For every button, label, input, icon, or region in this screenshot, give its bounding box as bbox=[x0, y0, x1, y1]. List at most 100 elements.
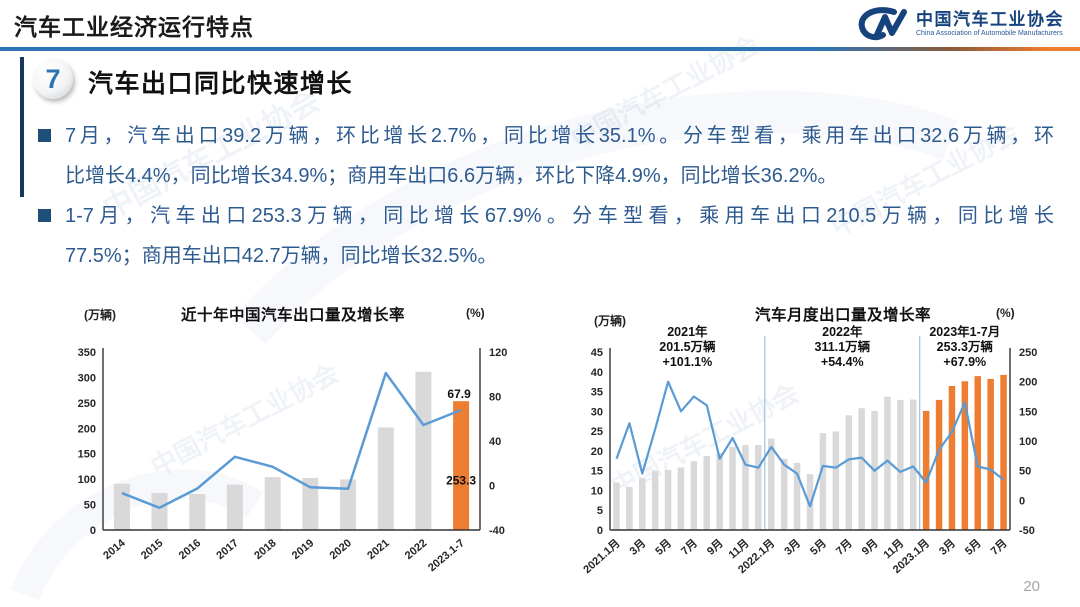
page-number: 20 bbox=[1023, 578, 1040, 595]
x-axis-label: 2014 bbox=[101, 537, 128, 562]
bar bbox=[340, 479, 357, 530]
x-axis-label: 5月 bbox=[962, 537, 983, 558]
left-axis-tick: 200 bbox=[78, 423, 96, 435]
bar bbox=[819, 433, 827, 530]
bar bbox=[845, 415, 852, 530]
x-axis-label: 3月 bbox=[627, 537, 648, 558]
bar bbox=[742, 445, 749, 530]
bar bbox=[651, 471, 659, 530]
bullet-line: 比增长4.4%，同比增长34.9%；商用车出口6.6万辆，环比下降4.9%，同比… bbox=[65, 165, 838, 187]
caam-logo-mark-icon bbox=[858, 7, 907, 41]
left-axis-tick: 25 bbox=[591, 426, 603, 438]
year-annotation: 2023年1-7月 bbox=[929, 324, 1000, 339]
left-axis-tick: 0 bbox=[90, 525, 96, 537]
year-annotation: +67.9% bbox=[943, 355, 986, 369]
left-axis-tick: 0 bbox=[597, 525, 603, 537]
bar bbox=[453, 401, 470, 530]
right-axis-unit: (%) bbox=[996, 306, 1015, 320]
bar bbox=[961, 381, 969, 530]
year-annotation: 2022年 bbox=[822, 324, 863, 339]
bar bbox=[806, 474, 814, 530]
bullet-line: 77.5%；商用车出口42.7万辆，同比增长32.5%。 bbox=[65, 245, 498, 267]
x-axis-label: 2017 bbox=[214, 537, 240, 562]
right-axis-tick: 0 bbox=[489, 481, 495, 493]
axes bbox=[609, 348, 1011, 531]
x-axis-label: 2019 bbox=[290, 537, 316, 562]
bar bbox=[729, 446, 736, 530]
left-axis-tick: 250 bbox=[78, 398, 96, 410]
growth-rate-line bbox=[121, 371, 462, 510]
bar bbox=[226, 484, 243, 530]
left-axis-unit: (万辆) bbox=[84, 308, 116, 322]
x-axis-label: 7月 bbox=[833, 537, 854, 558]
data-label: 253.3 bbox=[446, 474, 476, 488]
caam-logo: 中国汽车工业协会 China Association of Automobile… bbox=[854, 5, 1064, 43]
bar bbox=[415, 371, 432, 530]
bullet-square-icon bbox=[38, 129, 51, 142]
bar bbox=[858, 408, 865, 530]
monthly-export-chart: 0 5 10 15 20 25 30 35 40 45 -50 0 50 100 150 200 250 2021… bbox=[558, 300, 1073, 605]
left-axis-tick: 10 bbox=[591, 485, 603, 497]
bar bbox=[768, 438, 775, 530]
bar bbox=[780, 458, 788, 530]
bar bbox=[974, 376, 981, 530]
bar bbox=[832, 431, 840, 530]
bullet-square-icon bbox=[38, 209, 51, 222]
bar bbox=[189, 494, 206, 530]
bar bbox=[793, 462, 801, 530]
x-axis-label: 7月 bbox=[678, 537, 699, 558]
bar bbox=[626, 486, 633, 530]
left-accent-bar bbox=[20, 57, 24, 197]
chart-title: 汽车月度出口量及增长率 bbox=[754, 307, 931, 324]
bar bbox=[987, 378, 994, 530]
bar bbox=[897, 399, 904, 530]
right-axis-tick: 200 bbox=[1019, 377, 1037, 389]
left-axis-tick: 300 bbox=[78, 372, 96, 384]
left-axis-tick: 150 bbox=[78, 449, 96, 461]
year-annotation: +101.1% bbox=[663, 355, 713, 369]
year-annotation: 311.1万辆 bbox=[815, 339, 871, 354]
right-axis-tick: 80 bbox=[489, 392, 501, 404]
left-axis-tick: 35 bbox=[591, 387, 603, 399]
growth-rate-line bbox=[615, 380, 1005, 508]
section-heading: 汽车出口同比快速增长 bbox=[88, 70, 354, 98]
x-axis-label: 2016 bbox=[177, 537, 203, 562]
logo-name-cn: 中国汽车工业协会 bbox=[916, 10, 1064, 30]
bullet-line: 7月，汽车出口39.2万辆，环比增长2.7%，同比增长35.1%。分车型看，乘用… bbox=[65, 125, 1054, 147]
bar bbox=[113, 483, 130, 530]
right-axis-tick: 150 bbox=[1019, 406, 1037, 418]
right-axis-tick: -40 bbox=[489, 525, 505, 537]
bar bbox=[677, 467, 685, 530]
bullet-paragraph: 7月，汽车出口39.2万辆，环比增长2.7%，同比增长35.1%。分车型看，乘用… bbox=[38, 116, 1054, 196]
left-axis-tick: 5 bbox=[597, 505, 603, 517]
header-divider bbox=[0, 47, 1080, 51]
left-axis-tick: 350 bbox=[78, 347, 96, 359]
right-axis-tick: 0 bbox=[1019, 495, 1025, 507]
bar bbox=[639, 478, 646, 530]
bar bbox=[264, 477, 281, 530]
data-label: 67.9 bbox=[447, 387, 471, 401]
x-axis-label: 2022 bbox=[403, 537, 429, 562]
bullet-paragraph: 1-7月，汽车出口253.3万辆，同比增长67.9%。分车型看，乘用车出口210… bbox=[38, 196, 1054, 276]
bar bbox=[302, 477, 319, 530]
bar bbox=[755, 445, 762, 530]
monthly-export-chart-plot: 0 5 10 15 20 25 30 35 40 45 -50 0 50 100 150 200 250 2021… bbox=[581, 324, 1038, 576]
annual-export-chart-plot: 0 50 100 150 200 250 300 350 -40 0 40 80 120 2014 2015… bbox=[78, 347, 508, 574]
right-axis-tick: 250 bbox=[1019, 347, 1037, 359]
x-axis-label: 2020 bbox=[328, 537, 354, 562]
left-axis-tick: 50 bbox=[84, 500, 96, 512]
right-axis-tick: 40 bbox=[489, 436, 501, 448]
bar bbox=[377, 427, 394, 530]
x-axis-label: 5月 bbox=[653, 537, 674, 558]
left-axis-tick: 20 bbox=[591, 446, 603, 458]
left-axis-tick: 45 bbox=[591, 347, 603, 359]
bar bbox=[664, 469, 672, 530]
x-axis-label: 3月 bbox=[936, 537, 957, 558]
x-axis-label: 2018 bbox=[252, 537, 278, 562]
year-annotation: 201.5万辆 bbox=[659, 339, 716, 354]
bar bbox=[922, 410, 930, 530]
x-axis-label: 2015 bbox=[139, 537, 165, 562]
bar bbox=[151, 493, 168, 530]
chart-title: 近十年中国汽车出口量及增长率 bbox=[180, 307, 405, 324]
